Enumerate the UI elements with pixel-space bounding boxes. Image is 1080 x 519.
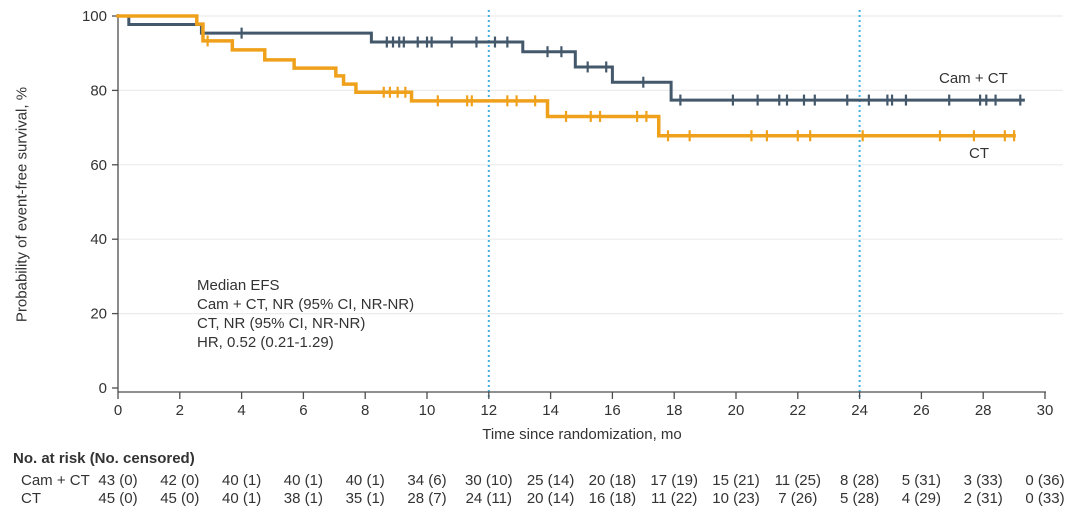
- median-efs-annotation: Median EFS Cam + CT, NR (95% CI, NR-NR) …: [197, 276, 414, 352]
- risk-value-cam-ct-m22: 11 (25): [774, 472, 821, 489]
- risk-value-cam-ct-m24: 8 (28): [840, 472, 880, 489]
- series-label-ct: CT: [969, 145, 989, 162]
- x-tick-label-6: 6: [299, 402, 307, 419]
- x-tick-label-2: 2: [176, 402, 184, 419]
- risk-value-ct-m20: 10 (23): [712, 490, 760, 507]
- x-axis-title: Time since randomization, mo: [482, 426, 682, 443]
- x-tick-label-28: 28: [975, 402, 992, 419]
- risk-row-label-ct: CT: [21, 490, 41, 507]
- x-tick-label-16: 16: [604, 402, 621, 419]
- y-tick-label-80: 80: [90, 82, 107, 99]
- x-tick-label-24: 24: [851, 402, 868, 419]
- number-at-risk-table: No. at risk (No. censored) Cam + CT CT 4…: [0, 448, 1080, 519]
- risk-value-ct-m14: 20 (14): [526, 490, 575, 507]
- y-tick-label-20: 20: [90, 306, 107, 323]
- y-tick-label-100: 100: [82, 8, 107, 25]
- risk-value-ct-m0: 45 (0): [98, 490, 138, 507]
- y-axis-title: Probability of event-free survival, %: [13, 86, 31, 323]
- y-tick-label-60: 60: [90, 157, 107, 174]
- risk-table-header: No. at risk (No. censored): [13, 450, 195, 467]
- risk-value-cam-ct-m14: 25 (14): [526, 472, 575, 489]
- risk-value-ct-m26: 4 (29): [901, 490, 941, 507]
- risk-value-ct-m18: 11 (22): [650, 490, 698, 507]
- risk-value-cam-ct-m0: 43 (0): [98, 472, 138, 489]
- risk-value-cam-ct-m12: 30 (10): [465, 472, 513, 489]
- annotation-line-median: Median EFS: [197, 277, 280, 294]
- annotation-line-camct: Cam + CT, NR (95% CI, NR-NR): [197, 296, 415, 313]
- x-tick-label-0: 0: [114, 402, 122, 419]
- risk-value-cam-ct-m28: 3 (33): [963, 472, 1003, 489]
- risk-value-cam-ct-m30: 0 (36): [1025, 472, 1065, 489]
- survival-curve-ct: [116, 14, 1016, 138]
- risk-value-cam-ct-m10: 34 (6): [407, 472, 447, 489]
- risk-value-ct-m4: 40 (1): [222, 490, 262, 507]
- risk-value-ct-m28: 2 (31): [963, 490, 1003, 507]
- risk-value-ct-m16: 16 (18): [588, 490, 637, 507]
- risk-value-ct-m8: 35 (1): [345, 490, 385, 507]
- risk-value-cam-ct-m4: 40 (1): [222, 472, 262, 489]
- risk-value-ct-m24: 5 (28): [840, 490, 880, 507]
- risk-value-ct-m6: 38 (1): [283, 490, 323, 507]
- x-tick-label-30: 30: [1037, 402, 1054, 419]
- risk-value-ct-m30: 0 (33): [1025, 490, 1065, 507]
- risk-value-cam-ct-m8: 40 (1): [345, 472, 385, 489]
- x-tick-label-14: 14: [542, 402, 559, 419]
- annotation-line-hr: HR, 0.52 (0.21-1.29): [197, 334, 334, 351]
- risk-value-ct-m12: 24 (11): [465, 490, 512, 507]
- x-tick-label-4: 4: [237, 402, 245, 419]
- x-tick-label-18: 18: [666, 402, 683, 419]
- x-tick-label-12: 12: [480, 402, 497, 419]
- risk-value-cam-ct-m18: 17 (19): [650, 472, 698, 489]
- x-tick-label-20: 20: [728, 402, 745, 419]
- survival-curve-cam-ct: [116, 14, 1025, 102]
- annotation-line-ct: CT, NR (95% CI, NR-NR): [197, 315, 366, 332]
- x-tick-label-8: 8: [361, 402, 369, 419]
- y-tick-label-0: 0: [99, 380, 107, 397]
- x-tick-label-10: 10: [419, 402, 436, 419]
- y-tick-label-40: 40: [90, 231, 107, 248]
- risk-value-cam-ct-m20: 15 (21): [712, 472, 760, 489]
- risk-value-cam-ct-m2: 42 (0): [160, 472, 200, 489]
- risk-value-cam-ct-m26: 5 (31): [901, 472, 941, 489]
- risk-value-ct-m10: 28 (7): [407, 490, 447, 507]
- risk-row-label-cam-ct: Cam + CT: [21, 472, 90, 489]
- risk-value-ct-m22: 7 (26): [778, 490, 818, 507]
- risk-value-cam-ct-m6: 40 (1): [283, 472, 323, 489]
- series-label-cam-ct: Cam + CT: [939, 70, 1008, 87]
- x-tick-label-22: 22: [789, 402, 806, 419]
- risk-value-ct-m2: 45 (0): [160, 490, 200, 507]
- risk-value-cam-ct-m16: 20 (18): [588, 472, 637, 489]
- x-tick-label-26: 26: [913, 402, 930, 419]
